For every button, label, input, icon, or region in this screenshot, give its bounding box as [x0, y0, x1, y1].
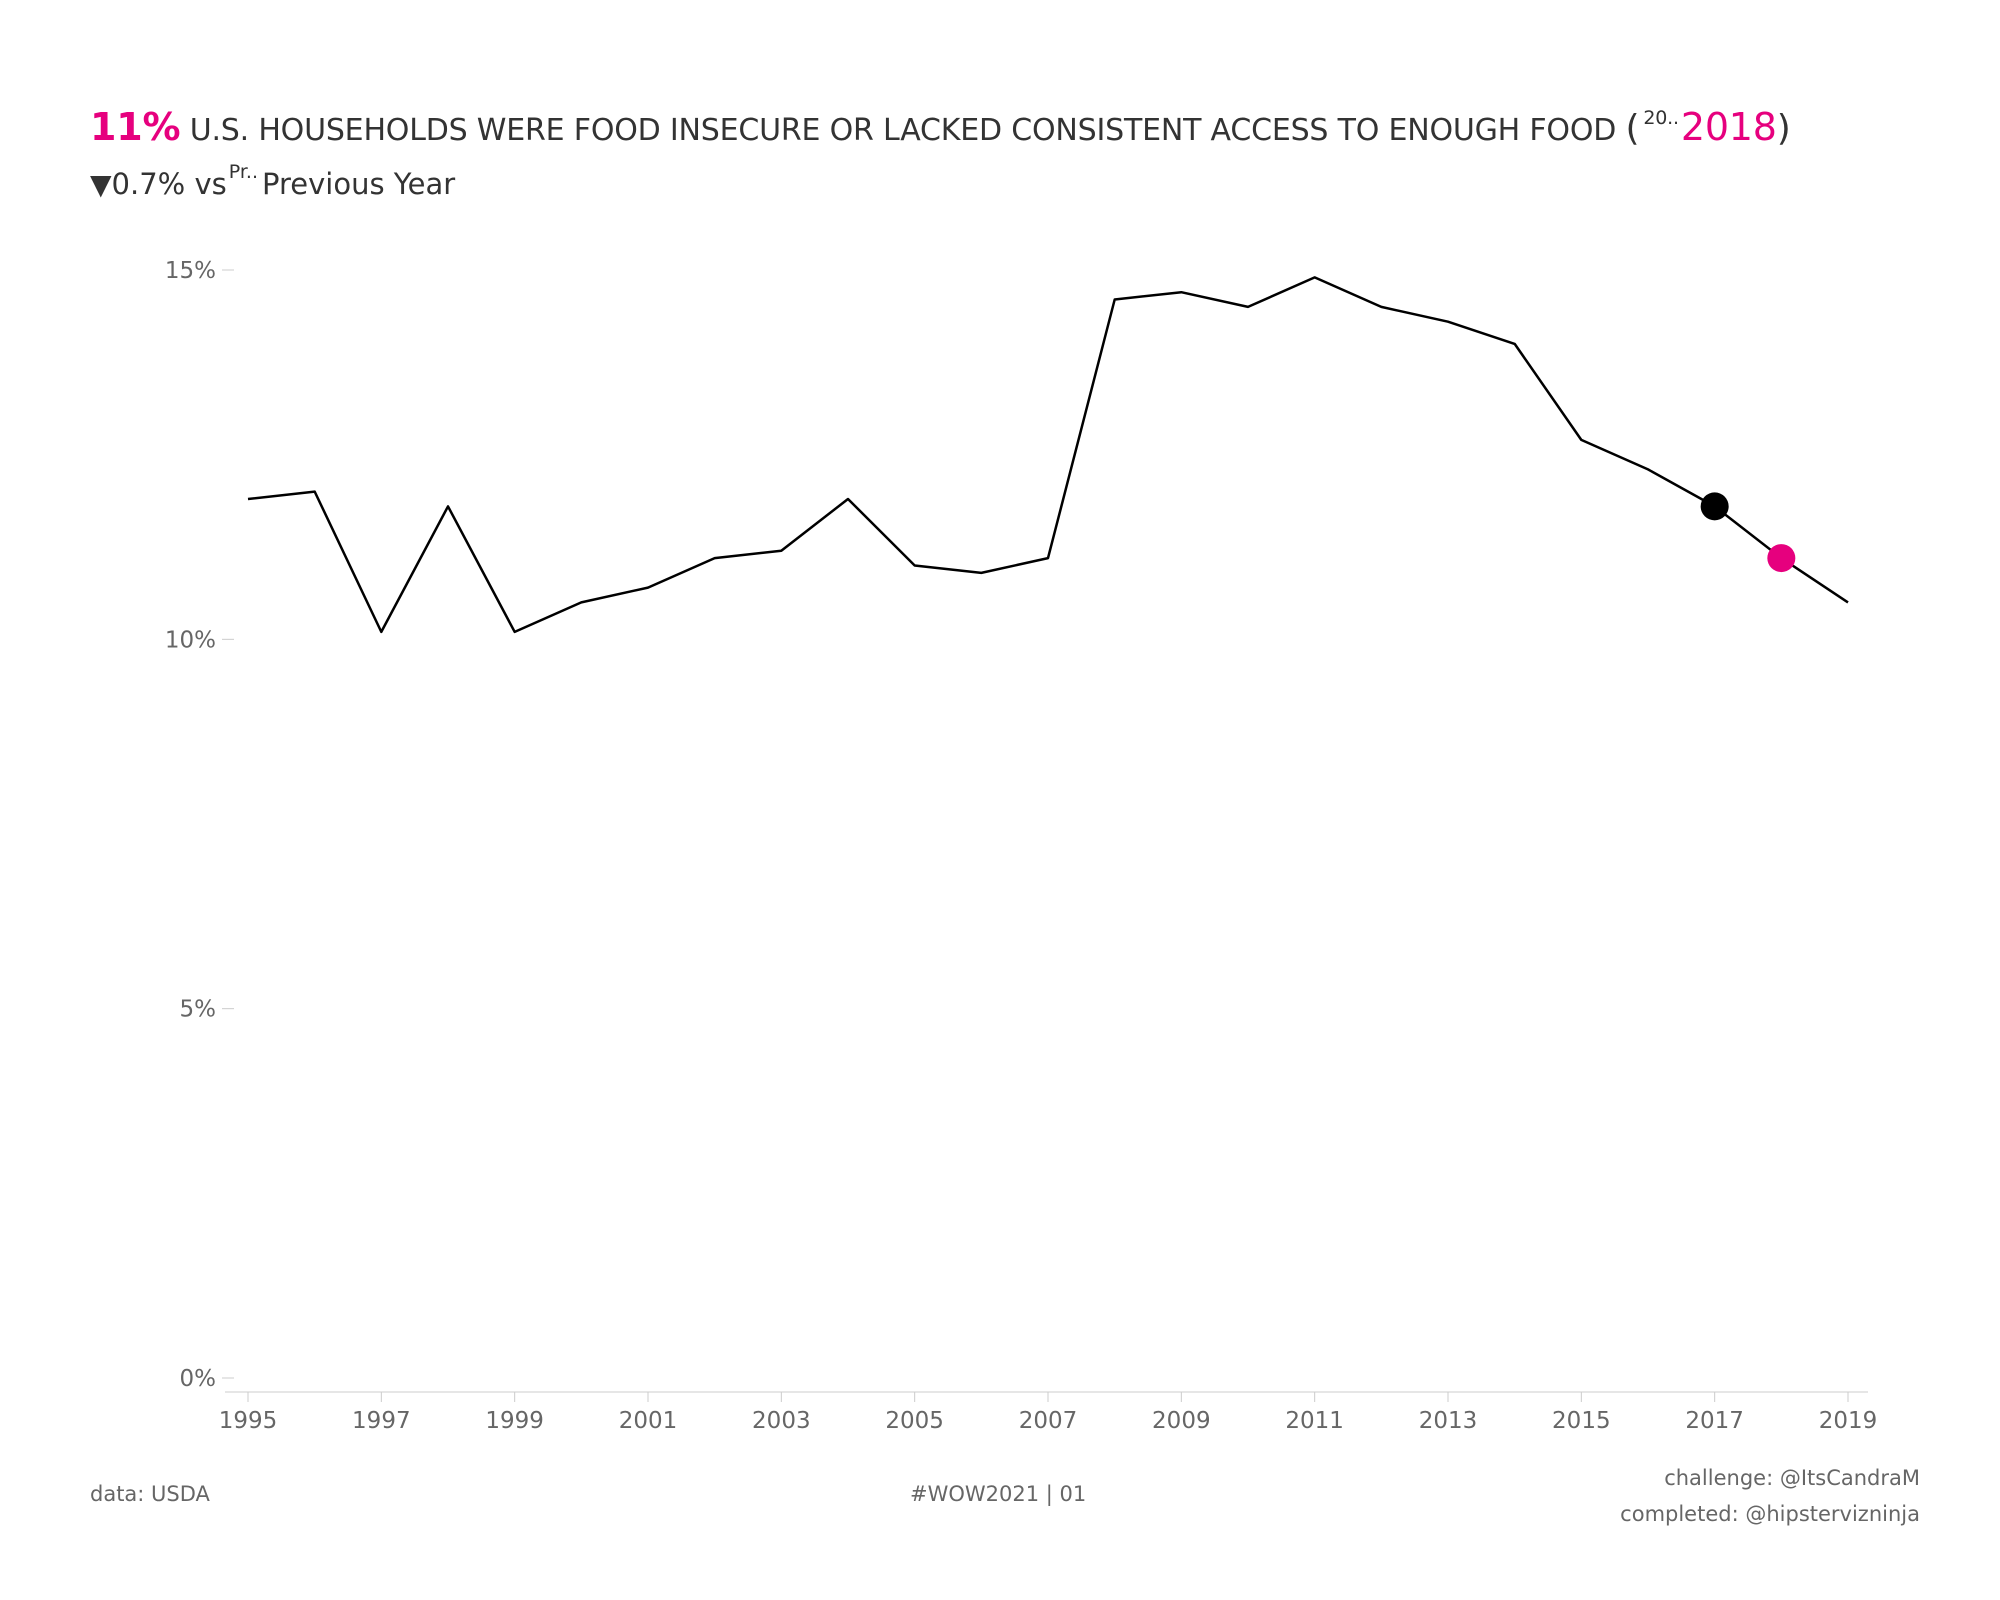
x-tick-label: 1999: [485, 1408, 544, 1434]
selected-year-point: [1767, 544, 1796, 573]
x-tick-label: 1997: [352, 1408, 411, 1434]
y-tick-label: 10%: [165, 627, 216, 653]
series-line: [247, 276, 1849, 634]
selected-year[interactable]: 2018: [1680, 105, 1777, 149]
down-triangle-icon: ▼: [90, 168, 112, 201]
x-tick-label: 2015: [1552, 1408, 1611, 1434]
x-tick-label: 2017: [1685, 1408, 1744, 1434]
completed-credit: completed: @hipstervizninja: [1620, 1502, 1920, 1526]
chart-subtitle: ▼0.7% vs Pr.. Previous Year: [90, 151, 1950, 206]
highlight-points: [1700, 492, 1796, 573]
chart-title: 11% U.S. HOUSEHOLDS WERE FOOD INSECURE O…: [90, 96, 1950, 153]
x-axis: 1995 1997 1999 2001 2003 2005 2007 2009 2011 2013…: [219, 1392, 1878, 1434]
x-tick-label: 2003: [752, 1408, 811, 1434]
x-tick-label: 2005: [885, 1408, 944, 1434]
data-source: data: USDA: [90, 1482, 210, 1506]
series-lines: [247, 276, 1849, 634]
chart-header: 11% U.S. HOUSEHOLDS WERE FOOD INSECURE O…: [90, 96, 1950, 206]
credits: challenge: @ItsCandraM completed: @hipst…: [1620, 1460, 1920, 1532]
change-value: 0.7% vs: [111, 167, 227, 201]
x-tick-label: 2007: [1019, 1408, 1078, 1434]
x-tick-label: 2013: [1419, 1408, 1478, 1434]
challenge-credit: challenge: @ItsCandraM: [1664, 1466, 1920, 1490]
x-tick-label: 1995: [219, 1408, 278, 1434]
y-tick-label: 5%: [180, 997, 217, 1023]
x-tick-label: 2001: [619, 1408, 678, 1434]
comparison-parameter-dropdown[interactable]: Pr..: [228, 161, 258, 183]
headline-text: U.S. HOUSEHOLDS WERE FOOD INSECURE OR LA…: [189, 113, 1617, 148]
year-parameter-dropdown[interactable]: 20..: [1643, 107, 1679, 129]
headline-value: 11%: [90, 105, 181, 149]
previous-year-point: [1700, 492, 1729, 521]
y-tick-label: 0%: [180, 1366, 217, 1392]
open-paren: (: [1625, 108, 1640, 149]
close-paren: ): [1776, 108, 1791, 149]
x-tick-label: 2011: [1285, 1408, 1344, 1434]
x-tick-label: 2019: [1819, 1408, 1878, 1434]
challenge-tag: #WOW2021 | 01: [910, 1482, 1087, 1506]
comparison-label[interactable]: Previous Year: [262, 167, 456, 201]
x-tick-label: 2009: [1152, 1408, 1211, 1434]
y-axis: 0% 5% 10% 15%: [165, 258, 234, 1392]
y-tick-label: 15%: [165, 258, 216, 284]
